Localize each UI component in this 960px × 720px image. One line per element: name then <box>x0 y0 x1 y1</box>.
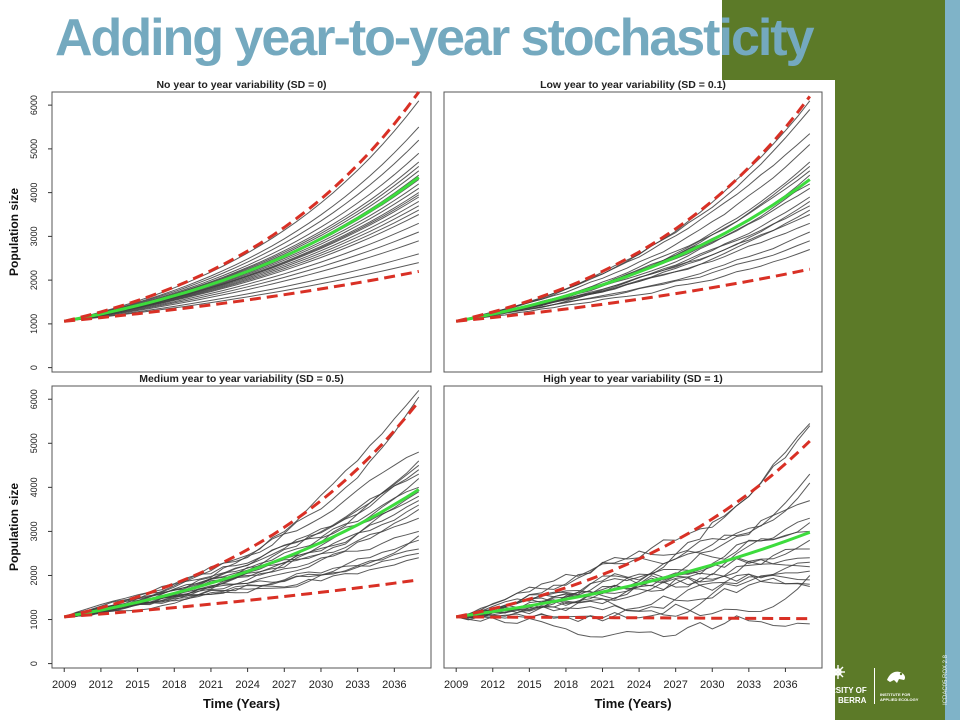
y-tick-label: 3000 <box>29 226 39 246</box>
lower-bound-line <box>456 615 810 621</box>
trajectory-line <box>64 539 419 618</box>
y-tick-label: 5000 <box>29 433 39 453</box>
x-tick-label: 2027 <box>663 679 687 691</box>
chart-panel-2: Low year to year variability (SD = 0.1) <box>443 80 823 373</box>
x-tick-label: 2024 <box>235 679 259 691</box>
upper-bound-line <box>455 95 811 323</box>
x-tick-label: 2024 <box>627 679 651 691</box>
chart-title: Medium year to year variability (SD = 0.… <box>139 373 344 385</box>
chart-title: No year to year variability (SD = 0) <box>156 80 326 91</box>
y-tick-label: 4000 <box>29 183 39 203</box>
mean-line <box>63 176 420 323</box>
y-tick-label: 5000 <box>29 139 39 159</box>
trajectory-line <box>64 473 420 618</box>
mean-line <box>455 178 811 323</box>
y-tick-label: 6000 <box>29 95 39 115</box>
lower-bound-line <box>456 267 811 323</box>
y-tick-label: 1000 <box>29 314 39 334</box>
y-tick-label: 2000 <box>29 565 39 585</box>
x-tick-label: 2021 <box>199 679 223 691</box>
x-tick-label: 2015 <box>125 679 149 691</box>
lower-bound-line <box>64 578 419 619</box>
y-axis-label: Population size <box>7 188 21 276</box>
institute-logo-line2: APPLIED ECOLOGY <box>880 697 919 702</box>
university-logo-line2: BERRA <box>838 696 867 705</box>
y-tick-label: 0 <box>29 661 39 666</box>
trajectory-line <box>64 222 420 322</box>
chart-frame <box>443 385 823 669</box>
x-tick-label: 2018 <box>162 679 186 691</box>
y-tick-label: 1000 <box>29 610 39 630</box>
trajectory-line <box>456 222 810 322</box>
trajectory-line <box>456 615 810 638</box>
y-tick-label: 2000 <box>29 270 39 290</box>
chart-frame <box>443 91 823 373</box>
charts-panel: No year to year variability (SD = 0) 0 100… <box>7 80 823 711</box>
mean-line <box>455 530 811 619</box>
logo-divider <box>874 668 875 704</box>
y-tick-label: 4000 <box>29 477 39 497</box>
chart-panel-3: Medium year to year variability (SD = 0.… <box>7 373 432 711</box>
trajectory-line <box>64 552 419 618</box>
university-logo-line1: RSITY OF <box>830 686 867 695</box>
upper-bound-line <box>63 400 420 619</box>
trajectory-line <box>64 231 419 322</box>
chart-title: Low year to year variability (SD = 0.1) <box>540 80 726 91</box>
trajectory-line <box>64 390 420 618</box>
y-tick-label: 3000 <box>29 521 39 541</box>
chart-title: High year to year variability (SD = 1) <box>543 373 722 385</box>
trajectory-line <box>64 240 419 322</box>
x-tick-label: 2036 <box>773 679 797 691</box>
upper-bound-line <box>455 440 811 619</box>
chart-panel-4: High year to year variability (SD = 1) 20… <box>443 373 823 711</box>
chart-frame <box>51 91 432 373</box>
x-tick-label: 2012 <box>481 679 505 691</box>
slide-title: Adding year-to-year stochasticity <box>55 9 815 67</box>
trajectory-line <box>64 139 420 322</box>
trajectory-line <box>456 240 810 322</box>
x-tick-label: 2030 <box>700 679 724 691</box>
y-tick-label: 0 <box>29 365 39 370</box>
upper-bound-line <box>63 91 420 323</box>
frog-logo-icon <box>887 671 906 683</box>
x-tick-label: 2036 <box>382 679 406 691</box>
university-logo-icon <box>831 665 845 679</box>
trajectory-line <box>456 249 810 322</box>
y-tick-label: 6000 <box>29 389 39 409</box>
x-axis-label: Time (Years) <box>203 696 280 711</box>
trajectory-line <box>456 574 810 618</box>
lower-bound-line <box>64 269 420 323</box>
x-tick-label: 2009 <box>444 679 468 691</box>
trajectory-line <box>64 214 420 322</box>
y-axis-label: Population size <box>7 483 21 571</box>
side-code-text: ICDAC05.ROX 2.8 <box>943 654 949 705</box>
mean-line <box>63 488 420 619</box>
x-tick-label: 2030 <box>309 679 333 691</box>
x-tick-label: 2027 <box>272 679 296 691</box>
trajectory-line <box>456 548 810 619</box>
chart-panel-1: No year to year variability (SD = 0) 0 100… <box>7 80 432 373</box>
x-tick-label: 2018 <box>554 679 578 691</box>
x-tick-label: 2033 <box>737 679 761 691</box>
x-tick-label: 2015 <box>517 679 541 691</box>
x-tick-label: 2021 <box>590 679 614 691</box>
x-axis-label: Time (Years) <box>594 696 671 711</box>
trajectory-line <box>456 500 810 618</box>
footer-logos: RSITY OF BERRA INSTITUTE FOR APPLIED ECO… <box>830 662 945 712</box>
blue-accent-strip <box>945 0 960 720</box>
x-tick-label: 2009 <box>52 679 76 691</box>
x-tick-label: 2012 <box>89 679 113 691</box>
chart-frame <box>51 385 432 669</box>
institute-logo-line1: INSTITUTE FOR <box>880 692 911 697</box>
x-tick-label: 2033 <box>345 679 369 691</box>
